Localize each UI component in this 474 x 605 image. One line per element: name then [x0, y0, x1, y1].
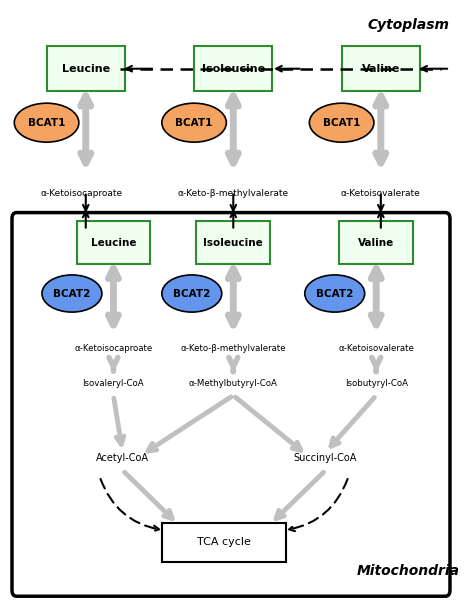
Ellipse shape: [305, 275, 365, 312]
Text: α-Ketoisocaproate: α-Ketoisocaproate: [74, 344, 153, 353]
Text: Succinyl-CoA: Succinyl-CoA: [294, 453, 357, 463]
Text: BCAT2: BCAT2: [316, 289, 354, 298]
FancyBboxPatch shape: [194, 46, 273, 91]
FancyBboxPatch shape: [339, 221, 413, 264]
Text: TCA cycle: TCA cycle: [197, 537, 251, 548]
Text: BCAT1: BCAT1: [28, 117, 65, 128]
Text: α-Ketoisovalerate: α-Ketoisovalerate: [341, 189, 421, 198]
FancyBboxPatch shape: [46, 46, 125, 91]
Text: Leucine: Leucine: [91, 238, 136, 247]
FancyBboxPatch shape: [12, 212, 450, 597]
Text: BCAT1: BCAT1: [323, 117, 360, 128]
Ellipse shape: [162, 275, 222, 312]
Text: α-Ketoisocaproate: α-Ketoisocaproate: [40, 189, 122, 198]
Text: BCAT2: BCAT2: [53, 289, 91, 298]
Text: Acetyl-CoA: Acetyl-CoA: [96, 453, 149, 463]
Text: Isobutyryl-CoA: Isobutyryl-CoA: [345, 379, 408, 388]
Text: Mitochondria: Mitochondria: [357, 564, 460, 578]
FancyBboxPatch shape: [196, 221, 270, 264]
Text: Isoleucine: Isoleucine: [202, 64, 265, 74]
Text: BCAT2: BCAT2: [173, 289, 210, 298]
Ellipse shape: [310, 103, 374, 142]
Ellipse shape: [162, 103, 227, 142]
Text: α-Methylbutyryl-CoA: α-Methylbutyryl-CoA: [189, 379, 278, 388]
Text: Isovaleryl-CoA: Isovaleryl-CoA: [82, 379, 144, 388]
Text: Valine: Valine: [358, 238, 394, 247]
Text: Leucine: Leucine: [62, 64, 110, 74]
FancyBboxPatch shape: [76, 221, 150, 264]
FancyBboxPatch shape: [342, 46, 420, 91]
Text: Valine: Valine: [362, 64, 400, 74]
Ellipse shape: [14, 103, 79, 142]
Text: α-Keto-β-methylvalerate: α-Keto-β-methylvalerate: [178, 189, 289, 198]
Text: α-Keto-β-methylvalerate: α-Keto-β-methylvalerate: [181, 344, 286, 353]
FancyBboxPatch shape: [162, 523, 286, 562]
Text: Cytoplasm: Cytoplasm: [367, 18, 449, 32]
Ellipse shape: [42, 275, 102, 312]
Text: α-Ketoisovalerate: α-Ketoisovalerate: [338, 344, 414, 353]
Text: Isoleucine: Isoleucine: [203, 238, 263, 247]
Text: BCAT1: BCAT1: [175, 117, 213, 128]
